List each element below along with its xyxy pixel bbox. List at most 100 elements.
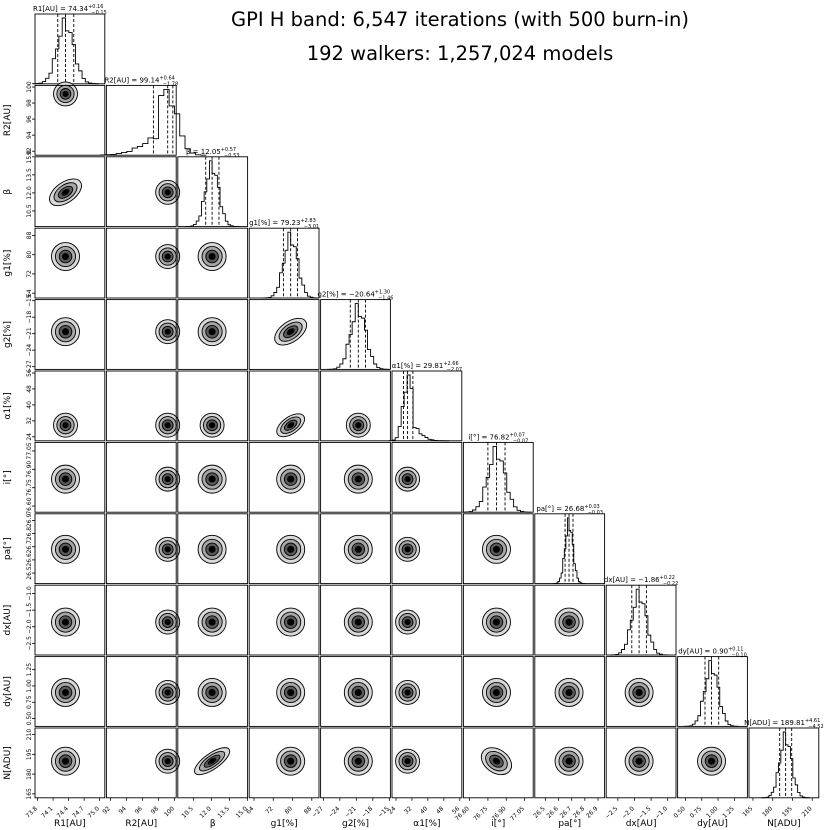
density-peak: [709, 758, 715, 764]
panel-dy-au-vs-beta: [177, 656, 249, 727]
panel-g1-vs-r2-au: [105, 227, 181, 299]
density-peak: [493, 619, 499, 625]
y-axis-label-g2: g2[%]: [3, 321, 13, 348]
panel-n-adu-vs-n-adu: N[ADU] = 189.81+4.61 −4.52 165 180 195 210N[A…: [741, 718, 823, 829]
x-tick-label-n-adu: 165: [741, 805, 754, 818]
panel-dy-au-vs-dx-au: [605, 656, 677, 727]
panel-dy-au-vs-1: [391, 656, 463, 727]
x-axis-label-pa: pa[°]: [558, 819, 581, 829]
panel-dx-au-vs-pa: [534, 584, 606, 656]
panel-frame: [462, 656, 534, 727]
y-tick-label-pa: 26.6: [26, 553, 33, 567]
density-peak: [209, 329, 215, 335]
panel-frame: [34, 13, 106, 85]
x-tick-label-i: 76.75: [472, 805, 489, 822]
panel-title-i: i[°] = 76.82+0.07 −0.07: [468, 432, 528, 444]
y-axis-label-beta: β: [3, 189, 13, 195]
panel-dy-au-vs-r2-au: [105, 656, 181, 727]
panel-frame: [177, 156, 249, 228]
y-tick-label-dx-au: −2.5: [26, 636, 33, 651]
x-tick-label-beta: 13.5: [217, 805, 232, 820]
density-peak: [209, 476, 215, 482]
panel-1-vs-g2: [320, 370, 391, 442]
y-tick-label-dy-au: 0.75: [26, 695, 33, 709]
panel-frame: [391, 656, 463, 727]
panel-frame: [34, 84, 106, 156]
y-tick-label-beta: 10.5: [26, 204, 33, 218]
panel-frame: [391, 441, 463, 513]
panel-n-adu-vs-beta: 10.5 12.0 13.5 15.0β: [177, 727, 249, 829]
density-peak: [165, 476, 171, 482]
density-peak: [165, 689, 171, 695]
x-tick-label-pa: 26.5: [532, 805, 547, 820]
panel-dy-au-vs-g1: [248, 656, 320, 727]
y-tick-label-1: 56: [26, 369, 33, 377]
density-peak: [63, 329, 69, 335]
panel-dy-au-vs-r1-au: 0.50 0.75 1.00 1.25 dy[AU]: [3, 656, 106, 727]
density-peak: [355, 422, 361, 428]
panel-g2-vs-beta: [177, 299, 249, 370]
density-peak: [288, 476, 294, 482]
y-tick-label-g2: −27: [26, 360, 33, 373]
x-tick-label-g2: −18: [360, 805, 374, 819]
y-tick-label-g1: 72: [26, 270, 33, 278]
x-tick-label-dy-au: 0.75: [689, 805, 704, 820]
density-peak: [63, 254, 69, 260]
y-tick-label-dx-au: −2.0: [26, 619, 33, 634]
x-axis-label-g2: g2[%]: [342, 819, 369, 829]
panel-frame: [462, 513, 534, 585]
y-tick-label-r2-au: 92: [26, 147, 33, 155]
x-tick-label-n-adu: 180: [761, 805, 774, 818]
y-tick-label-g1: 64: [26, 289, 33, 297]
panel-frame: [105, 513, 177, 585]
density-peak: [165, 758, 171, 764]
panel-dy-au-vs-pa: [534, 656, 606, 727]
panel-g2-vs-r1-au: −27 −24 −21 −18 −15 g2[%]: [3, 294, 106, 373]
y-tick-label-pa: 26.7: [26, 540, 33, 554]
density-peak: [288, 689, 294, 695]
panel-frame: [34, 584, 106, 656]
panel-frame: [34, 370, 106, 442]
panel-beta-vs-r2-au: [105, 156, 181, 228]
x-tick-label-beta: 12.0: [199, 805, 214, 820]
density-peak: [63, 619, 69, 625]
density-peak: [288, 546, 294, 552]
y-tick-label-i: 76.75: [26, 479, 33, 496]
density-peak: [288, 619, 294, 625]
panel-frame: [534, 727, 606, 799]
y-tick-label-dy-au: 0.50: [26, 712, 33, 726]
y-tick-label-g2: −21: [26, 327, 33, 340]
density-peak: [355, 758, 361, 764]
density-peak: [63, 422, 69, 428]
y-axis-label-g1: g1[%]: [3, 250, 13, 277]
y-tick-label-beta: 13.5: [26, 168, 33, 182]
density-peak: [165, 189, 171, 195]
panel-title-r2-au: R2[AU] = 99.14+0.64 −1.78: [104, 75, 178, 87]
x-tick-label-g2: −27: [311, 805, 325, 819]
panel-i-vs-beta: [177, 441, 249, 513]
figure-title-line1: GPI H band: 6,547 iterations (with 500 b…: [230, 8, 690, 31]
panel-r2-au-vs-r1-au: 92 94 96 98 100 R2[AU]: [3, 81, 106, 156]
density-peak: [566, 619, 572, 625]
x-axis-label-g1: g1[%]: [271, 819, 298, 829]
density-peak: [355, 476, 361, 482]
panel-frame: [34, 727, 106, 799]
density-peak: [63, 546, 69, 552]
panel-n-adu-vs-g1: 64 72 80 88 g1[%]: [245, 727, 320, 829]
y-tick-label-dy-au: 1.00: [26, 679, 33, 693]
panel-g2-vs-r2-au: [105, 299, 181, 370]
density-peak: [405, 476, 411, 482]
panel-title-1: α1[%] = 29.81+2.66 −2.07: [392, 361, 462, 373]
panel-frame: [34, 156, 106, 228]
x-tick-label-1: 32: [403, 805, 413, 815]
panel-frame: [34, 513, 106, 585]
panel-i-vs-1: [391, 441, 463, 513]
panel-title-dy-au: dy[AU] = 0.90+0.11 −0.10: [678, 647, 747, 659]
panel-frame: [248, 299, 320, 370]
panel-frame: [605, 656, 677, 727]
x-axis-label-dx-au: dx[AU]: [626, 819, 657, 829]
panel-1-vs-g1: [248, 370, 320, 442]
y-tick-label-g2: −15: [26, 294, 33, 307]
